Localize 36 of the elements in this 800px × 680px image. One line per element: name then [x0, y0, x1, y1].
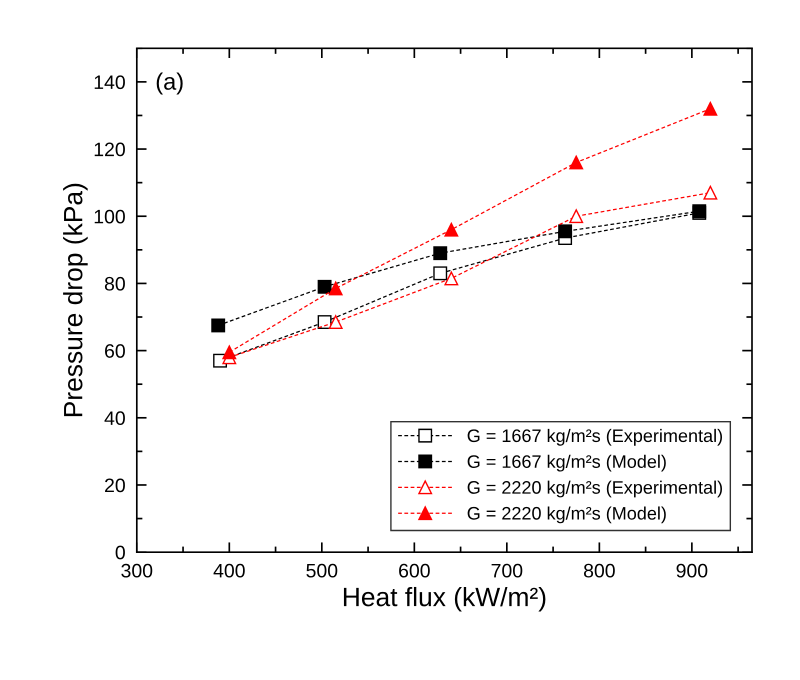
point	[444, 222, 458, 237]
legend-label: G = 2220 kg/m²s (Model)	[468, 506, 666, 524]
legend-label: G = 2220 kg/m²s (Experimental)	[468, 480, 722, 498]
y-axis-title: Pressure drop (kPa)	[63, 184, 88, 416]
annotation: (a)	[156, 72, 183, 95]
legend-label: G = 1667 kg/m²s (Model)	[468, 454, 666, 472]
y-tick-label: 40	[104, 411, 125, 426]
x-tick-label: 500	[306, 564, 338, 578]
legend-label: G = 1667 kg/m²s (Experimental)	[468, 428, 722, 446]
y-tick-label: 0	[116, 546, 125, 560]
point	[703, 102, 718, 116]
x-tick-label: 400	[214, 564, 245, 578]
y-tick-label: 20	[105, 478, 125, 492]
point	[569, 209, 584, 224]
x-tick-label: 900	[676, 564, 708, 578]
point	[433, 246, 448, 260]
x-tick-label: 700	[492, 564, 522, 578]
point	[318, 280, 332, 294]
point	[444, 271, 458, 286]
y-tick-label: 140	[94, 75, 125, 90]
y-tick-label: 80	[104, 276, 125, 291]
point	[328, 315, 343, 329]
x-tick-label: 800	[584, 564, 615, 578]
x-tick-label: 600	[399, 564, 430, 578]
point	[328, 282, 343, 296]
point	[558, 224, 572, 238]
x-tick-label: 300	[121, 564, 152, 578]
point	[222, 345, 236, 360]
point	[433, 266, 448, 280]
y-tick-label: 120	[94, 142, 125, 156]
point	[211, 318, 226, 332]
y-tick-label: 60	[105, 344, 125, 358]
point	[569, 156, 584, 170]
x-axis-title: Heat flux (kW/m²)	[344, 586, 546, 612]
y-tick-label: 100	[94, 210, 125, 224]
point	[703, 186, 718, 200]
